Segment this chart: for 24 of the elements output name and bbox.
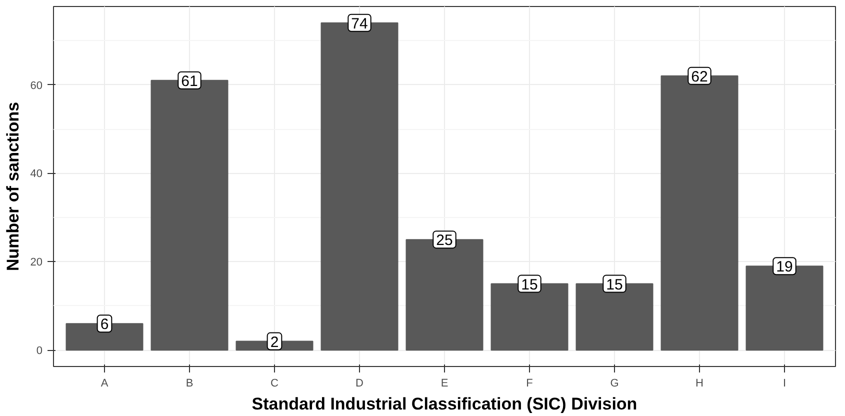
x-tick-label: H: [696, 378, 704, 390]
x-tick-label: I: [782, 378, 786, 390]
x-axis-title: Standard Industrial Classification (SIC) Division: [252, 394, 638, 414]
data-label: 62: [691, 68, 708, 86]
x-tick-label: B: [186, 378, 194, 390]
y-tick-label: 0: [36, 345, 43, 358]
data-label: 25: [436, 232, 453, 250]
y-tick-label: 20: [30, 256, 43, 269]
data-label: 15: [521, 276, 538, 294]
x-tick-label: F: [526, 378, 534, 390]
x-tick-label: G: [610, 378, 619, 390]
x-tick-label: E: [440, 378, 448, 390]
x-tick-label: A: [100, 378, 109, 390]
data-label: 15: [606, 276, 623, 294]
data-label: 2: [270, 334, 279, 351]
data-label: 19: [776, 258, 793, 276]
x-tick-label: C: [270, 378, 279, 390]
data-label: 74: [351, 15, 368, 32]
data-label: 6: [100, 316, 109, 334]
x-tick-label: D: [356, 378, 364, 390]
y-tick-label: 40: [30, 168, 43, 180]
data-label: 61: [181, 72, 198, 90]
y-tick-label: 60: [30, 80, 43, 92]
y-axis-title: Number of sanctions: [3, 102, 22, 272]
